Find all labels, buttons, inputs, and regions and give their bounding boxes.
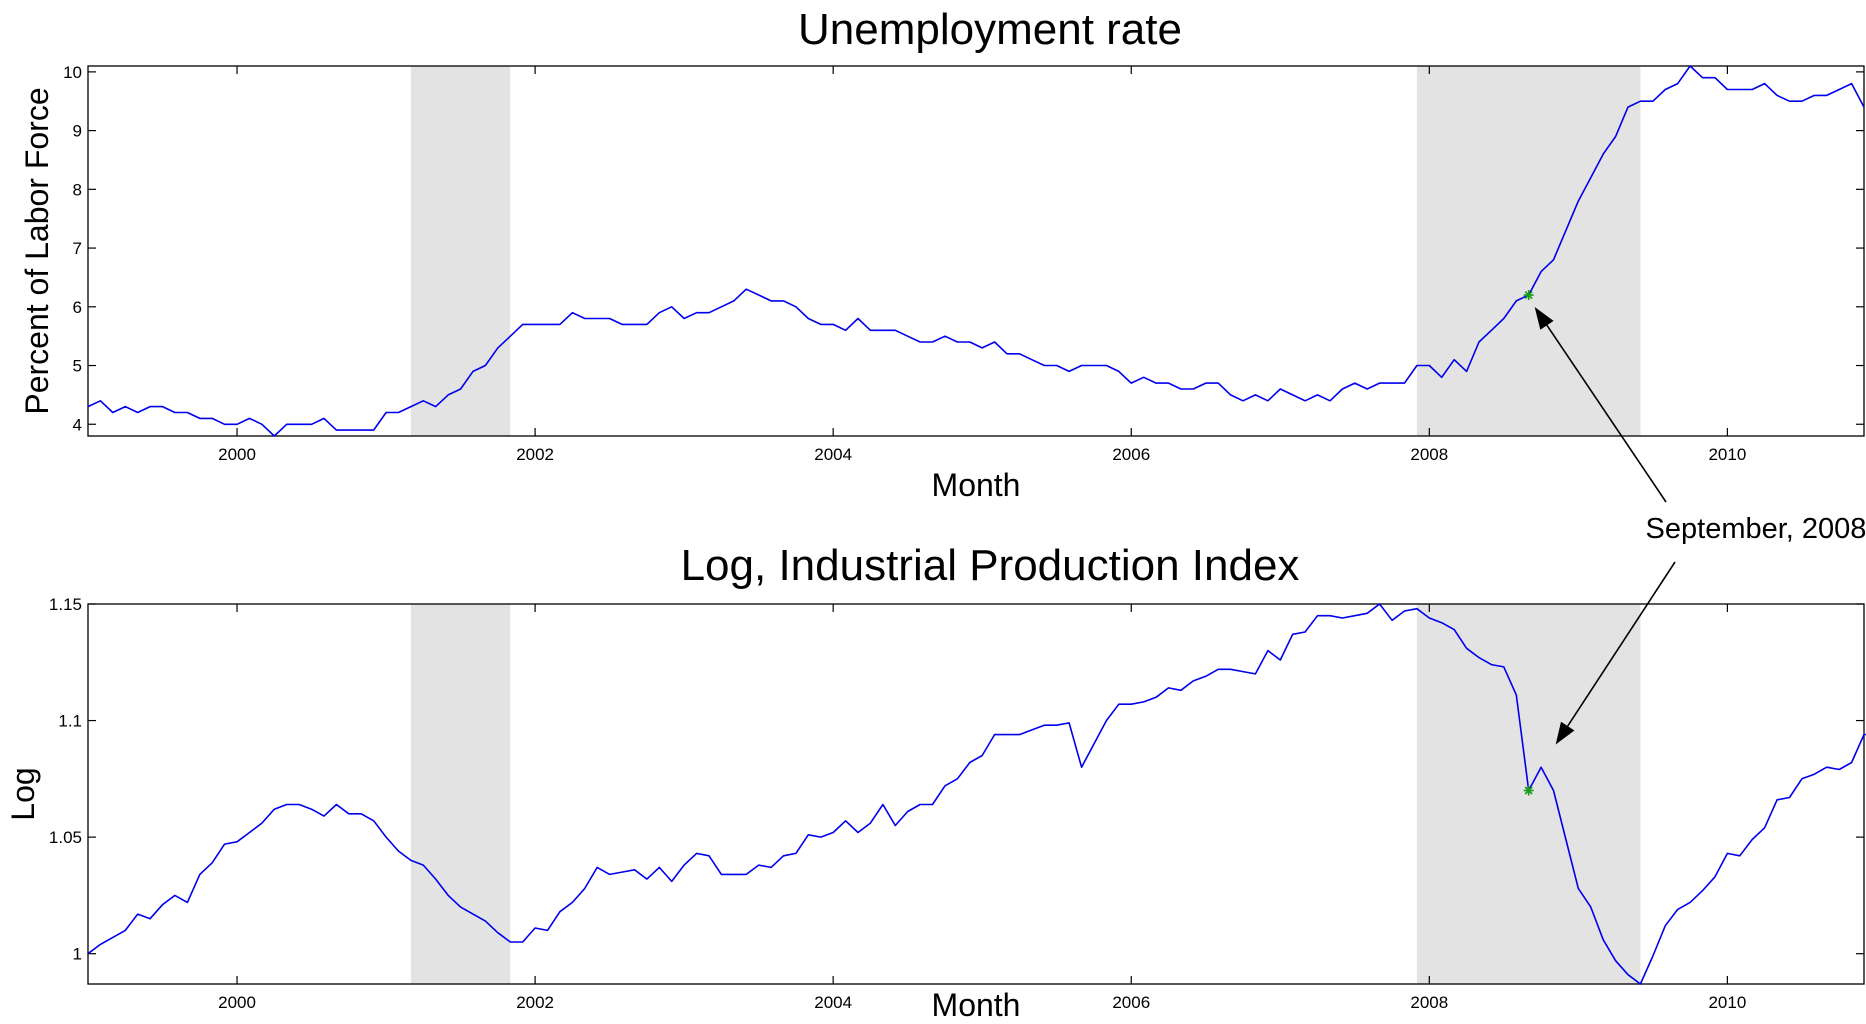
industrial-production-plot-frame [87, 603, 1865, 985]
industrial-production-x-axis-label: Month [932, 987, 1021, 1023]
industrial-production-x-tick-label: 2010 [1708, 993, 1746, 1012]
unemployment-recession-bands [410, 66, 1641, 436]
unemployment-x-tick-label: 2006 [1112, 445, 1150, 464]
unemployment-axis-ticks [88, 66, 1864, 436]
unemployment-marker-stroke [1524, 290, 1533, 300]
unemployment-title: Unemployment rate [798, 5, 1182, 54]
unemployment-x-tick-labels: 2000 2002 2004 2006 2008 2010 [218, 445, 1746, 464]
industrial-production-recession-bands [410, 604, 1641, 984]
unemployment-y-tick-label: 4 [73, 415, 82, 434]
unemployment-y-tick-labels: 4 5 6 7 8 9 10 [63, 63, 82, 434]
industrial-production-recession-band-1 [410, 604, 511, 984]
industrial-production-panel: Log, Industrial Production Index 1 1.05 1.… [5, 541, 1866, 1023]
unemployment-x-tick-label: 2000 [218, 445, 256, 464]
industrial-production-y-tick-label: 1.05 [49, 828, 82, 847]
september-2008-annotation: September, 2008 [1534, 307, 1866, 745]
industrial-production-sept-2008-marker [1523, 785, 1534, 796]
industrial-production-y-tick-label: 1.1 [58, 712, 82, 731]
industrial-production-marker-stroke [1524, 786, 1533, 795]
industrial-production-y-tick-labels: 1 1.05 1.1 1.15 [49, 595, 82, 964]
unemployment-y-tick-label: 9 [73, 122, 82, 141]
unemployment-y-tick-label: 5 [73, 357, 82, 376]
arrow-to-industrial-production-shaft [1567, 561, 1676, 727]
annotation-arrows [1534, 307, 1676, 745]
industrial-production-y-axis-label: Log [5, 767, 41, 820]
unemployment-y-axis-label: Percent of Labor Force [19, 87, 55, 414]
industrial-production-x-tick-label: 2002 [516, 993, 554, 1012]
unemployment-sept-2008-marker [1523, 290, 1534, 301]
arrow-to-unemployment-shaft [1546, 324, 1667, 503]
industrial-production-y-tick-label: 1.15 [49, 595, 82, 614]
industrial-production-series-line [87, 603, 1866, 985]
industrial-production-x-tick-label: 2006 [1112, 993, 1150, 1012]
industrial-production-axis-ticks [88, 603, 1864, 984]
industrial-production-x-tick-labels: 2000 2002 2004 2006 2008 2010 [218, 993, 1746, 1012]
annotation-label: September, 2008 [1646, 513, 1866, 545]
unemployment-x-tick-label: 2010 [1708, 445, 1746, 464]
unemployment-y-tick-label: 7 [73, 239, 82, 258]
industrial-production-y-tick-label: 1 [73, 945, 82, 964]
arrow-to-unemployment-head [1534, 307, 1554, 330]
unemployment-y-tick-label: 6 [73, 298, 82, 317]
unemployment-y-tick-label: 8 [73, 180, 82, 199]
unemployment-x-tick-label: 2004 [814, 445, 852, 464]
industrial-production-title: Log, Industrial Production Index [681, 541, 1300, 590]
unemployment-y-tick-label: 10 [63, 63, 82, 82]
unemployment-x-axis-label: Month [932, 467, 1021, 503]
unemployment-x-tick-label: 2008 [1410, 445, 1448, 464]
unemployment-recession-band-2 [1416, 66, 1641, 436]
unemployment-series-line [87, 65, 1865, 437]
unemployment-recession-band-1 [410, 66, 511, 436]
unemployment-x-tick-label: 2002 [516, 445, 554, 464]
arrow-to-industrial-production-head [1555, 721, 1575, 745]
unemployment-plot-frame [87, 65, 1865, 437]
industrial-production-x-tick-label: 2004 [814, 993, 852, 1012]
industrial-production-x-tick-label: 2000 [218, 993, 256, 1012]
industrial-production-x-tick-label: 2008 [1410, 993, 1448, 1012]
